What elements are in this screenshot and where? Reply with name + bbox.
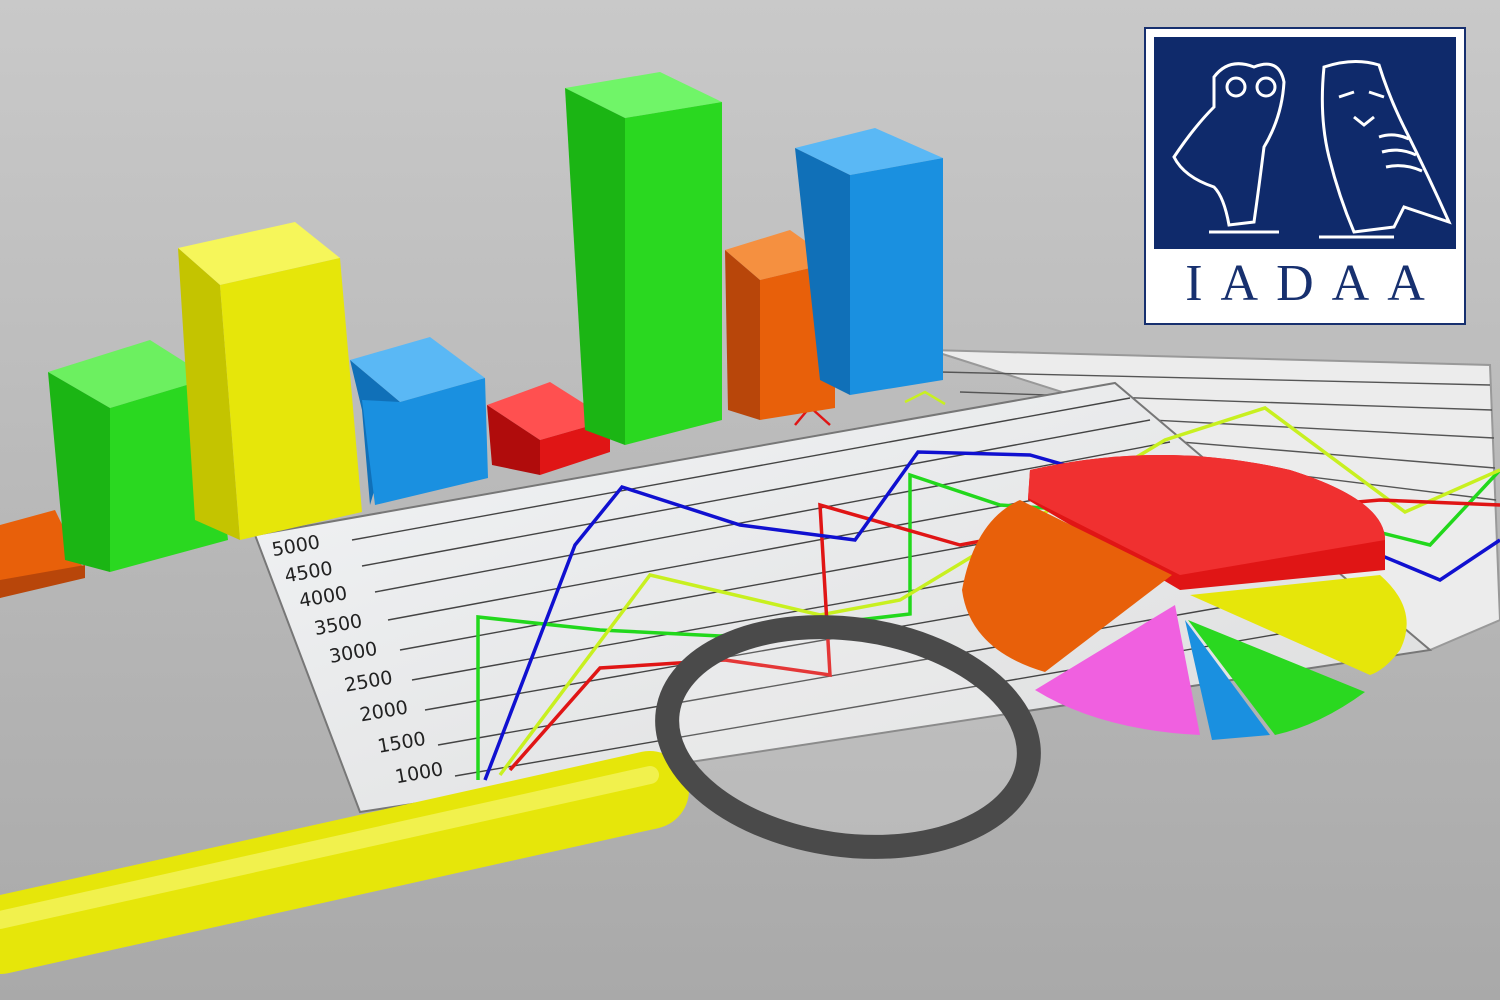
pie-slice-magenta (1035, 605, 1200, 735)
magnifier-lens (655, 615, 1041, 859)
back-line-lime (904, 390, 946, 406)
bar-blue-2 (795, 128, 943, 395)
logo-wordmark: IADAA (1185, 255, 1443, 312)
pie-slice-yellow (1190, 575, 1407, 675)
two-owls-icon (1154, 37, 1456, 249)
line-series-blue (483, 450, 1500, 781)
line-series-green (476, 468, 1500, 780)
bar-yellow (178, 222, 362, 540)
pie-chart (962, 455, 1407, 740)
iadaa-logo: IADAA (1144, 27, 1466, 325)
bar-green-2 (565, 72, 722, 445)
pie-slice-orange (962, 500, 1172, 672)
pie-slice-cyan (1185, 620, 1270, 740)
pie-slice-red-top (1028, 455, 1385, 575)
pie-slice-green (1188, 620, 1365, 735)
magnifying-glass (0, 615, 1041, 974)
magnifier-handle (0, 751, 689, 974)
bar-blue-1 (350, 337, 488, 505)
bar-red (487, 382, 610, 475)
